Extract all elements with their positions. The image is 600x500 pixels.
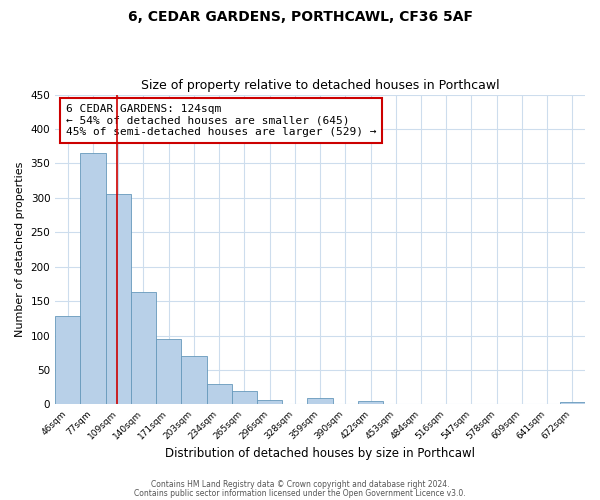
Text: Contains HM Land Registry data © Crown copyright and database right 2024.: Contains HM Land Registry data © Crown c… [151, 480, 449, 489]
Bar [131, 292, 156, 405]
Bar [55, 316, 80, 404]
Y-axis label: Number of detached properties: Number of detached properties [15, 162, 25, 337]
Bar [257, 400, 282, 404]
Bar [560, 402, 585, 404]
Text: 6 CEDAR GARDENS: 124sqm
← 54% of detached houses are smaller (645)
45% of semi-d: 6 CEDAR GARDENS: 124sqm ← 54% of detache… [66, 104, 376, 137]
Bar [106, 194, 131, 404]
Bar [307, 398, 332, 404]
Bar [206, 384, 232, 404]
Bar [80, 153, 106, 405]
Text: Contains public sector information licensed under the Open Government Licence v3: Contains public sector information licen… [134, 488, 466, 498]
X-axis label: Distribution of detached houses by size in Porthcawl: Distribution of detached houses by size … [165, 447, 475, 460]
Bar [358, 401, 383, 404]
Title: Size of property relative to detached houses in Porthcawl: Size of property relative to detached ho… [141, 79, 499, 92]
Bar [156, 339, 181, 404]
Bar [232, 390, 257, 404]
Bar [181, 356, 206, 405]
Text: 6, CEDAR GARDENS, PORTHCAWL, CF36 5AF: 6, CEDAR GARDENS, PORTHCAWL, CF36 5AF [128, 10, 473, 24]
